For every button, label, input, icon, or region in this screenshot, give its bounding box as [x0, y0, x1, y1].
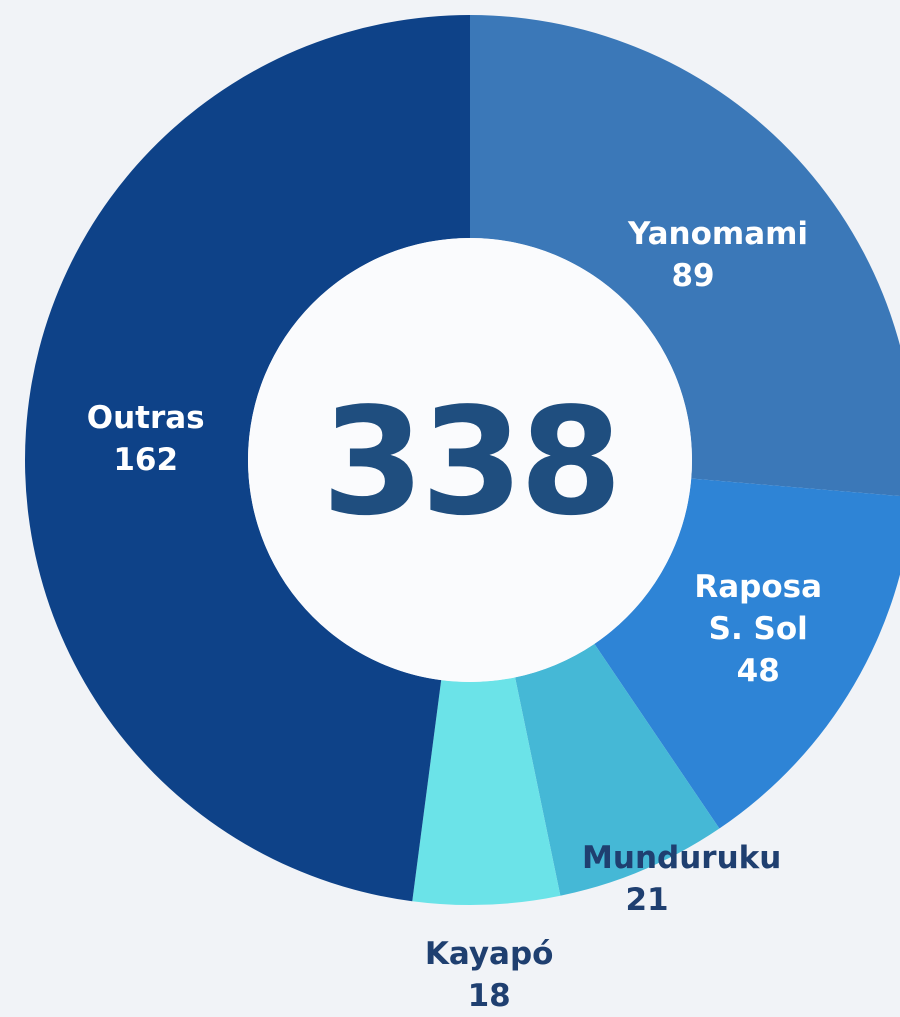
- value-label: 89: [671, 257, 715, 294]
- donut-hole: [248, 238, 692, 682]
- category-label: Munduruku: [582, 840, 782, 877]
- slice-label: Outras 162: [26, 397, 266, 481]
- donut-slice: [25, 15, 470, 902]
- slice-label: Yanomami 89: [573, 213, 813, 297]
- slice-label: Raposa S. Sol 48: [638, 566, 878, 692]
- value-label: 162: [113, 441, 179, 478]
- category-label: Yanomami: [628, 215, 809, 252]
- category-label: Kayapó: [424, 935, 554, 972]
- category-label: Raposa S. Sol: [694, 568, 823, 647]
- donut-slice: [470, 15, 900, 497]
- donut-slice: [412, 677, 561, 906]
- slice-label: Kayapó 18: [369, 933, 609, 1017]
- slice-label: Munduruku 21: [527, 837, 782, 921]
- center-total: 338: [321, 376, 623, 548]
- value-label: 48: [736, 652, 780, 689]
- donut-slice: [594, 478, 900, 829]
- value-label: 18: [467, 977, 511, 1014]
- donut-slice: [515, 643, 720, 896]
- category-label: Outras: [86, 399, 205, 436]
- value-label: 21: [625, 882, 669, 919]
